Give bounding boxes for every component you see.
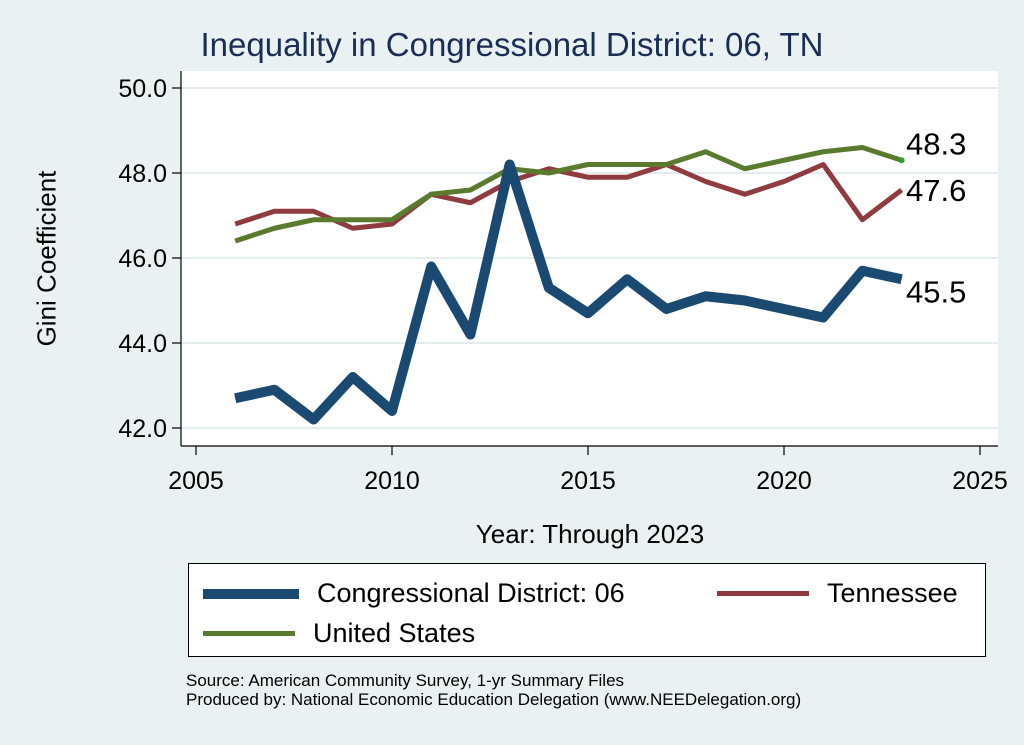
end-value-label: 47.6 xyxy=(906,173,966,208)
chart-plot: 42.0 44.0 46.0 48.0 50.0 2005 2010 2015 2020 2025… xyxy=(118,71,1008,495)
producer-line: Produced by: National Economic Education… xyxy=(186,690,802,709)
legend-swatch-district xyxy=(203,588,299,599)
legend-label-tennessee: Tennessee xyxy=(827,578,958,608)
x-tick-label: 2010 xyxy=(364,467,420,495)
legend-item-district: Congressional District: 06 xyxy=(203,578,625,609)
chart-legend: Congressional District: 06 Tennessee Uni… xyxy=(188,563,986,657)
legend-label-district: Congressional District: 06 xyxy=(317,578,625,608)
y-tick-label: 44.0 xyxy=(118,330,167,358)
x-tick-label: 2020 xyxy=(756,467,812,495)
x-tick-label: 2025 xyxy=(952,467,1008,495)
y-tick-label: 42.0 xyxy=(118,415,167,443)
legend-item-united-states: United States xyxy=(203,618,475,649)
y-tick-label: 46.0 xyxy=(118,245,167,273)
x-tick-label: 2005 xyxy=(168,467,224,495)
legend-label-united-states: United States xyxy=(313,618,476,648)
x-axis-label: Year: Through 2023 xyxy=(475,519,705,549)
end-value-label: 48.3 xyxy=(906,126,966,161)
series-line-tennessee xyxy=(234,162,904,231)
x-tick-label: 2015 xyxy=(560,467,616,495)
legend-swatch-united-states xyxy=(203,631,295,636)
series-line-united-states xyxy=(234,145,903,244)
legend-swatch-tennessee xyxy=(717,591,809,596)
legend-item-tennessee: Tennessee xyxy=(717,578,958,609)
series-end-point xyxy=(898,157,905,164)
source-note: Source: American Community Survey, 1-yr … xyxy=(186,671,801,709)
end-value-label: 45.5 xyxy=(906,274,966,309)
series-line-congressional-district-06 xyxy=(234,159,903,425)
y-axis-label: Gini Coefficient xyxy=(31,170,62,347)
y-tick-label: 48.0 xyxy=(118,160,167,188)
y-tick-label: 50.0 xyxy=(118,75,167,103)
source-line: Source: American Community Survey, 1-yr … xyxy=(186,671,625,690)
chart-title: Inequality in Congressional District: 06… xyxy=(200,26,824,63)
